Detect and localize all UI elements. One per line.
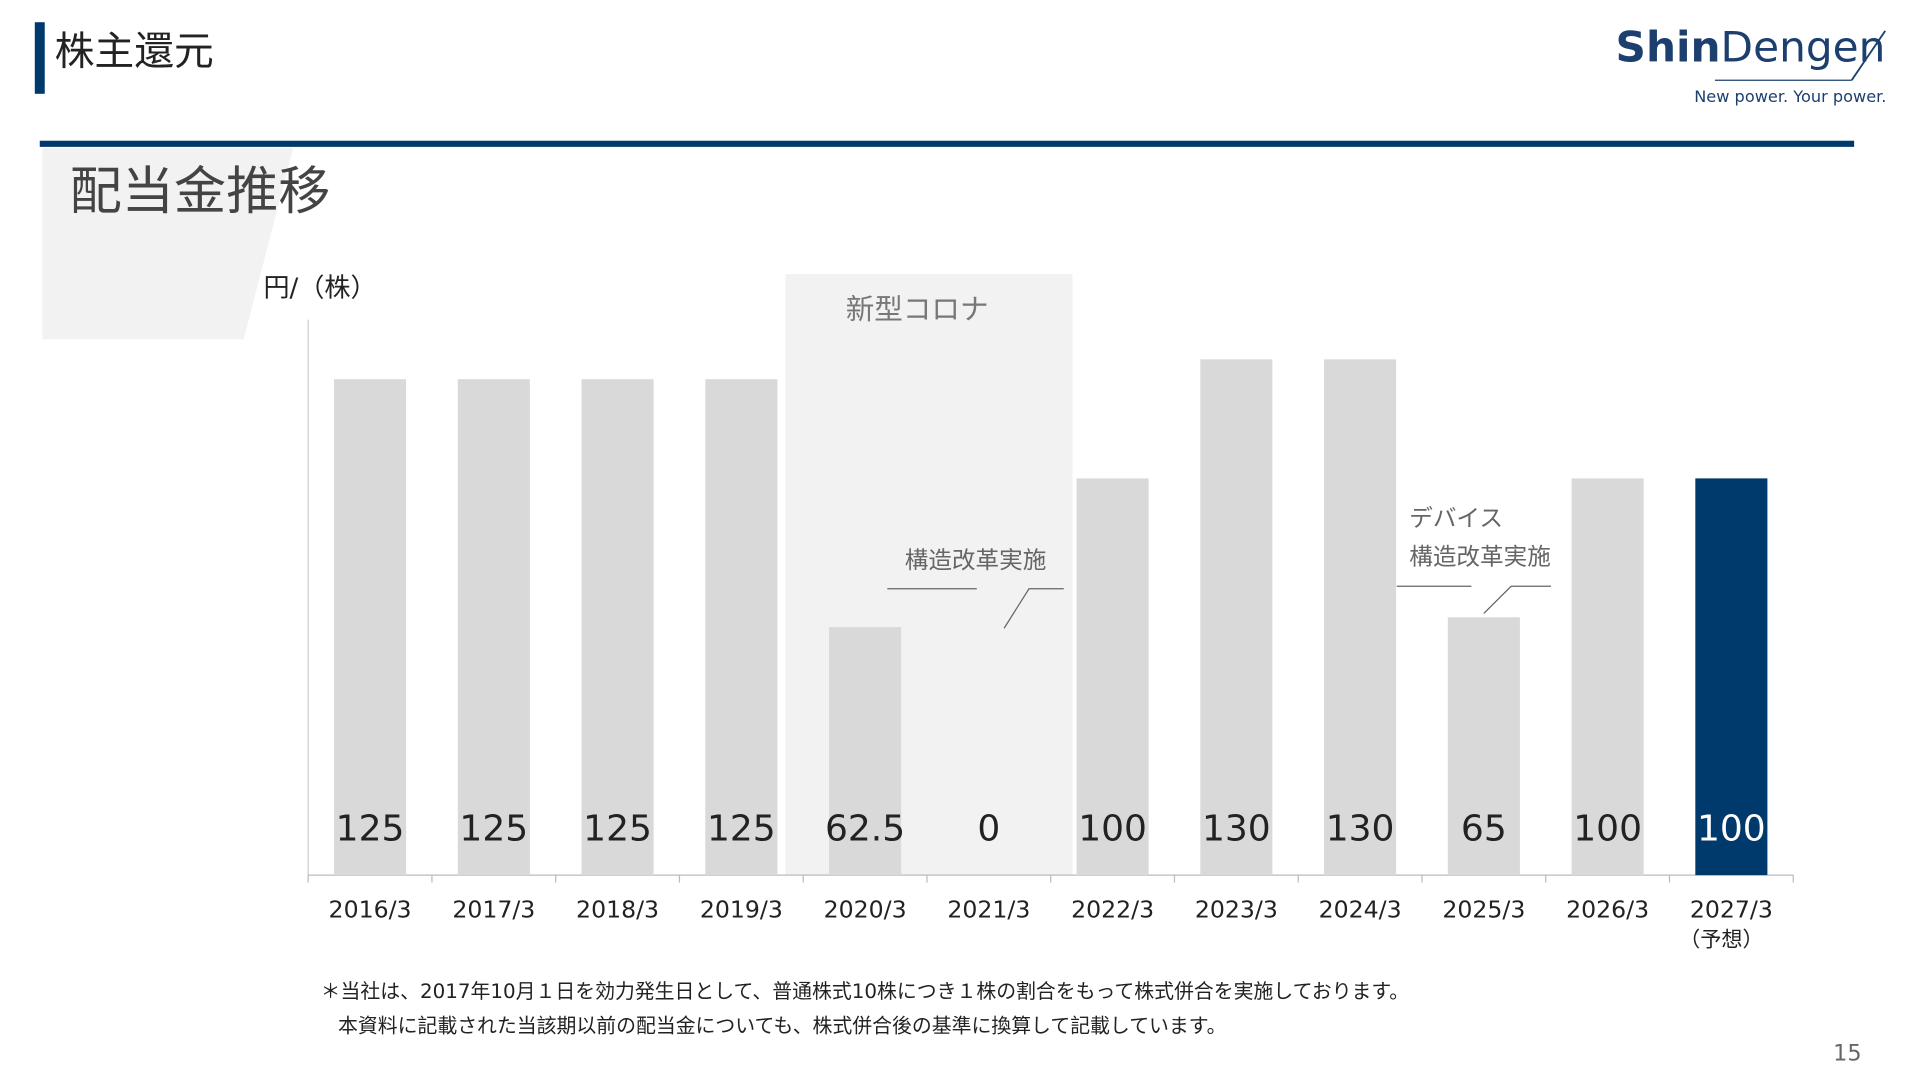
header-title: 株主還元 — [55, 29, 214, 75]
x-tick-label: 2018/3 — [576, 895, 659, 923]
annotation-line — [887, 588, 1064, 629]
bar — [1571, 478, 1644, 876]
logo-slash — [1850, 30, 1886, 81]
x-tick-label: 2019/3 — [700, 895, 783, 923]
logo: ShinDengen — [1616, 22, 1886, 71]
value-label: 62.5 — [825, 809, 905, 850]
value-label: 125 — [583, 809, 652, 850]
value-label: 100 — [1573, 809, 1642, 850]
plot: 125 2016/3 125 2017/3 125 2018/3 125 2019/3 62.5… — [307, 319, 1794, 952]
header-rule — [39, 140, 1855, 147]
x-tick-label: 2022/3 — [1071, 895, 1154, 923]
x-tick-label: 2025/3 — [1442, 895, 1525, 923]
logo-brand: Dengen — [1721, 22, 1886, 71]
annotation: 構造改革実施 — [905, 546, 1047, 574]
x-tick-label: 2017/3 — [452, 895, 535, 923]
logo-bold: Shin — [1616, 22, 1721, 71]
x-tick-label: 2016/3 — [329, 895, 412, 923]
value-label: 130 — [1326, 809, 1395, 850]
bar — [1447, 617, 1520, 876]
value-label: 100 — [1697, 809, 1766, 850]
header-accent — [34, 22, 45, 94]
value-label: 130 — [1202, 809, 1271, 850]
bar — [1076, 478, 1149, 876]
bar — [1200, 359, 1273, 876]
x-tick-label: 2026/3 — [1566, 895, 1649, 923]
bar — [457, 379, 530, 876]
footnote: 本資料に記載された当該期以前の配当金についても、株式併合後の基準に換算して記載し… — [338, 1014, 1227, 1037]
bar — [334, 379, 407, 876]
value-label: 100 — [1078, 809, 1147, 850]
x-tick-label: 2024/3 — [1319, 895, 1402, 923]
covid-label: 新型コロナ — [846, 293, 989, 326]
value-label: 65 — [1461, 809, 1507, 850]
value-label: 0 — [977, 809, 1000, 850]
bar — [829, 627, 902, 876]
x-tick-label: 2023/3 — [1195, 895, 1278, 923]
annotation: デバイス — [1409, 504, 1503, 532]
logo-tagline: New power. Your power. — [1694, 87, 1886, 106]
x-tick-label: 2021/3 — [947, 895, 1030, 923]
value-label: 125 — [707, 809, 776, 850]
annotation: 構造改革実施 — [1409, 542, 1551, 570]
x-tick-label: 2020/3 — [824, 895, 907, 923]
annotation-line — [1396, 585, 1551, 614]
forecast-note: （予想） — [1679, 927, 1763, 952]
value-label: 125 — [459, 809, 528, 850]
page-number: 15 — [1833, 1041, 1861, 1067]
bar — [1695, 478, 1768, 876]
footnote: ＊当社は、2017年10月１日を効力発生日として、普通株式10株につき１株の割合… — [321, 980, 1410, 1003]
x-tick-label: 2027/3 — [1690, 895, 1773, 923]
bar — [581, 379, 654, 876]
subtitle-box — [42, 148, 294, 340]
covid-band — [785, 274, 1073, 876]
value-label: 125 — [336, 809, 405, 850]
bar — [1324, 359, 1397, 876]
subtitle: 配当金推移 — [70, 162, 331, 222]
y-axis-label: 円/（株） — [263, 273, 376, 303]
bar — [705, 379, 778, 876]
